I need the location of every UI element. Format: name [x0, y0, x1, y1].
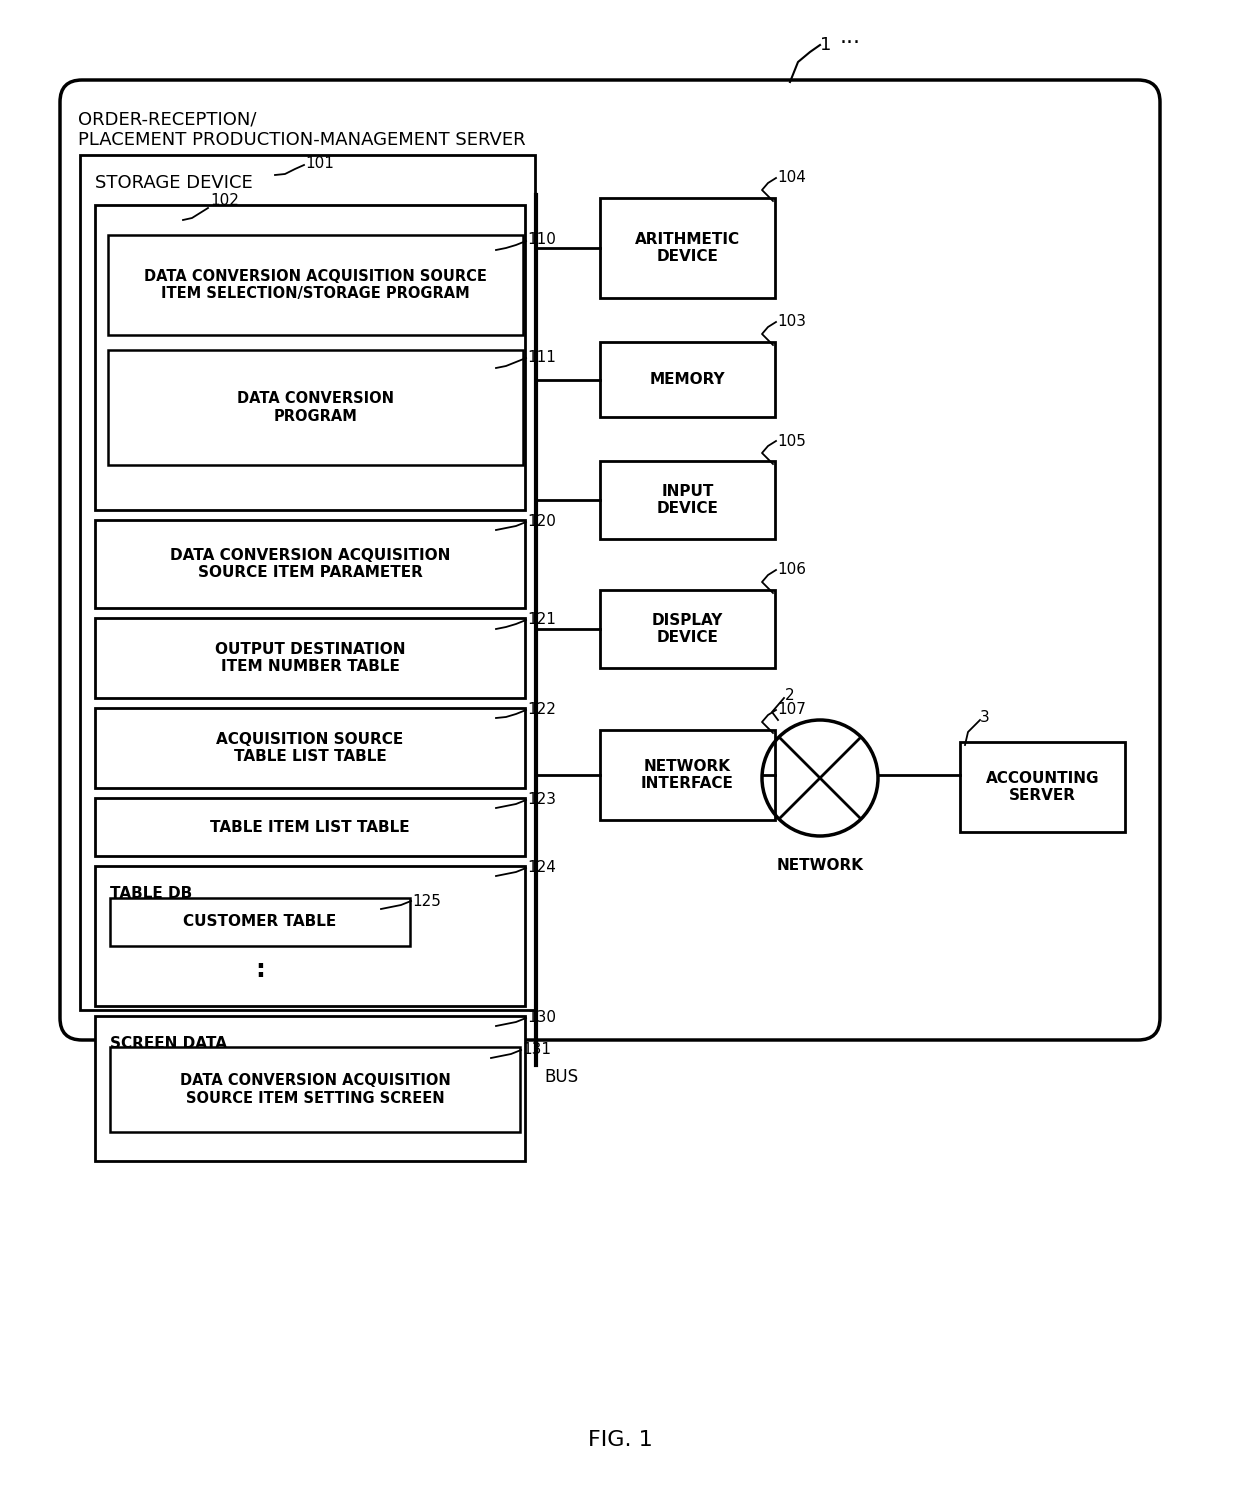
- Text: 106: 106: [777, 563, 806, 578]
- Bar: [600, 342, 775, 417]
- Text: :: :: [255, 959, 265, 981]
- Bar: [108, 235, 523, 336]
- Text: 3: 3: [980, 709, 990, 724]
- Text: 103: 103: [777, 315, 806, 330]
- Text: 104: 104: [777, 170, 806, 185]
- Bar: [81, 155, 534, 1010]
- Bar: [95, 865, 525, 1005]
- Bar: [95, 1016, 525, 1160]
- Text: TABLE DB: TABLE DB: [110, 885, 192, 900]
- Bar: [600, 461, 775, 539]
- Bar: [95, 521, 525, 608]
- Text: CUSTOMER TABLE: CUSTOMER TABLE: [184, 915, 336, 930]
- Text: 120: 120: [527, 515, 556, 530]
- Text: 1: 1: [820, 36, 831, 54]
- Bar: [110, 898, 410, 947]
- Text: 101: 101: [305, 155, 334, 170]
- Text: SCREEN DATA: SCREEN DATA: [110, 1035, 227, 1050]
- FancyBboxPatch shape: [60, 80, 1159, 1040]
- Text: 124: 124: [527, 861, 556, 876]
- Bar: [960, 742, 1125, 832]
- Text: 121: 121: [527, 613, 556, 628]
- Text: FIG. 1: FIG. 1: [588, 1430, 652, 1449]
- Bar: [600, 199, 775, 298]
- Bar: [95, 707, 525, 789]
- Bar: [110, 1047, 520, 1132]
- Text: 105: 105: [777, 433, 806, 448]
- Text: 123: 123: [527, 793, 556, 808]
- Text: 130: 130: [527, 1010, 556, 1025]
- Bar: [108, 351, 523, 465]
- Bar: [600, 590, 775, 668]
- Text: 122: 122: [527, 703, 556, 718]
- Bar: [600, 730, 775, 820]
- Text: BUS: BUS: [544, 1069, 578, 1087]
- Text: TABLE ITEM LIST TABLE: TABLE ITEM LIST TABLE: [211, 820, 409, 834]
- Bar: [95, 205, 525, 510]
- Text: NETWORK
INTERFACE: NETWORK INTERFACE: [641, 759, 734, 792]
- Text: OUTPUT DESTINATION
ITEM NUMBER TABLE: OUTPUT DESTINATION ITEM NUMBER TABLE: [215, 641, 405, 674]
- Text: 131: 131: [522, 1043, 551, 1058]
- Text: ARITHMETIC
DEVICE: ARITHMETIC DEVICE: [635, 232, 740, 265]
- Text: NETWORK: NETWORK: [776, 858, 863, 873]
- Text: STORAGE DEVICE: STORAGE DEVICE: [95, 175, 253, 193]
- Text: DISPLAY
DEVICE: DISPLAY DEVICE: [652, 613, 723, 646]
- Text: 111: 111: [527, 351, 556, 366]
- Text: ACCOUNTING
SERVER: ACCOUNTING SERVER: [986, 771, 1099, 804]
- Bar: [95, 798, 525, 856]
- Text: DATA CONVERSION ACQUISITION
SOURCE ITEM SETTING SCREEN: DATA CONVERSION ACQUISITION SOURCE ITEM …: [180, 1073, 450, 1106]
- Text: 2: 2: [785, 688, 795, 703]
- Text: 125: 125: [412, 894, 441, 909]
- Text: DATA CONVERSION
PROGRAM: DATA CONVERSION PROGRAM: [237, 391, 394, 424]
- Text: 107: 107: [777, 703, 806, 718]
- Text: ···: ···: [839, 33, 861, 53]
- Text: INPUT
DEVICE: INPUT DEVICE: [656, 483, 718, 516]
- Text: MEMORY: MEMORY: [650, 372, 725, 387]
- Bar: [95, 619, 525, 698]
- Text: 102: 102: [210, 193, 239, 208]
- Text: DATA CONVERSION ACQUISITION
SOURCE ITEM PARAMETER: DATA CONVERSION ACQUISITION SOURCE ITEM …: [170, 548, 450, 581]
- Text: ACQUISITION SOURCE
TABLE LIST TABLE: ACQUISITION SOURCE TABLE LIST TABLE: [216, 731, 404, 765]
- Text: ORDER-RECEPTION/
PLACEMENT PRODUCTION-MANAGEMENT SERVER: ORDER-RECEPTION/ PLACEMENT PRODUCTION-MA…: [78, 110, 526, 149]
- Text: 110: 110: [527, 232, 556, 247]
- Text: DATA CONVERSION ACQUISITION SOURCE
ITEM SELECTION/STORAGE PROGRAM: DATA CONVERSION ACQUISITION SOURCE ITEM …: [144, 269, 487, 301]
